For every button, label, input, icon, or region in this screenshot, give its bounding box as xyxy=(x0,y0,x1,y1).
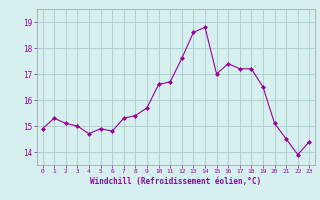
X-axis label: Windchill (Refroidissement éolien,°C): Windchill (Refroidissement éolien,°C) xyxy=(91,177,261,186)
